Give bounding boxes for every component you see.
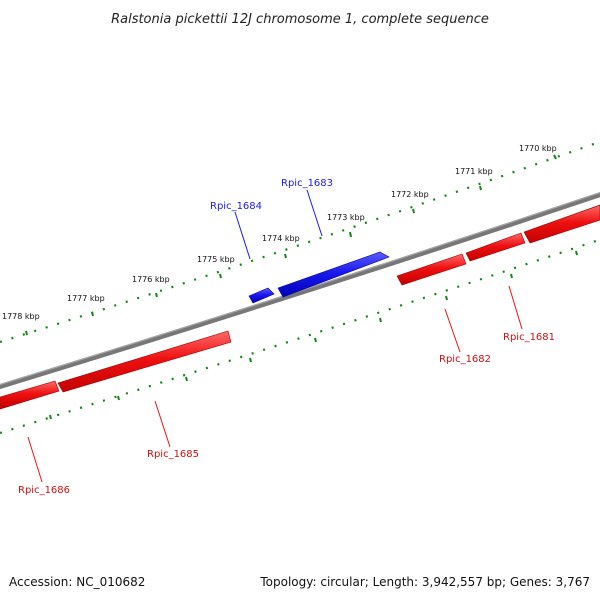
gene-rpic-1686[interactable]: [0, 380, 60, 410]
gene-leader-lines: [27, 189, 523, 483]
gene-rpic-1682[interactable]: [396, 253, 467, 286]
gene-rpic-1681[interactable]: [523, 204, 600, 244]
major-ticks: [25, 154, 557, 336]
gene-rpic-1682-a[interactable]: [465, 232, 526, 262]
gene-label-rpic-1682[interactable]: Rpic_1682: [439, 354, 491, 365]
gene-label-rpic-1685[interactable]: Rpic_1685: [147, 449, 199, 460]
gene-labels: Rpic_1683 Rpic_1684 Rpic_1681 Rpic_1682 …: [18, 178, 555, 496]
gene-label-rpic-1683[interactable]: Rpic_1683: [281, 178, 333, 189]
gene-rpic-1684[interactable]: [248, 287, 275, 304]
scale-label-1772: 1772 kbp: [391, 190, 429, 199]
scale-label-1771: 1771 kbp: [455, 167, 493, 176]
gene-label-rpic-1681[interactable]: Rpic_1681: [503, 332, 555, 343]
gene-rpic-1685[interactable]: [57, 330, 232, 393]
scale-label-1775: 1775 kbp: [197, 255, 235, 264]
map-title: Ralstonia pickettii 12J chromosome 1, co…: [111, 12, 489, 27]
accession-text: Accession: NC_010682: [9, 575, 145, 589]
sequence-summary-text: Topology: circular; Length: 3,942,557 bp…: [259, 575, 590, 589]
scale-label-1774: 1774 kbp: [262, 234, 300, 243]
scale-label-1773: 1773 kbp: [327, 213, 365, 222]
gene-rpic-1683[interactable]: [277, 251, 390, 298]
scale-labels: 1770 kbp 1771 kbp 1772 kbp 1773 kbp 1774…: [2, 144, 557, 321]
scale-label-1776: 1776 kbp: [132, 275, 170, 284]
gene-label-rpic-1686[interactable]: Rpic_1686: [18, 485, 70, 496]
scale-label-1778: 1778 kbp: [2, 312, 40, 321]
scale-label-1770: 1770 kbp: [519, 144, 557, 153]
scale-label-1777: 1777 kbp: [67, 294, 105, 303]
gene-label-rpic-1684[interactable]: Rpic_1684: [210, 201, 262, 212]
lower-major-ticks: [49, 250, 578, 420]
